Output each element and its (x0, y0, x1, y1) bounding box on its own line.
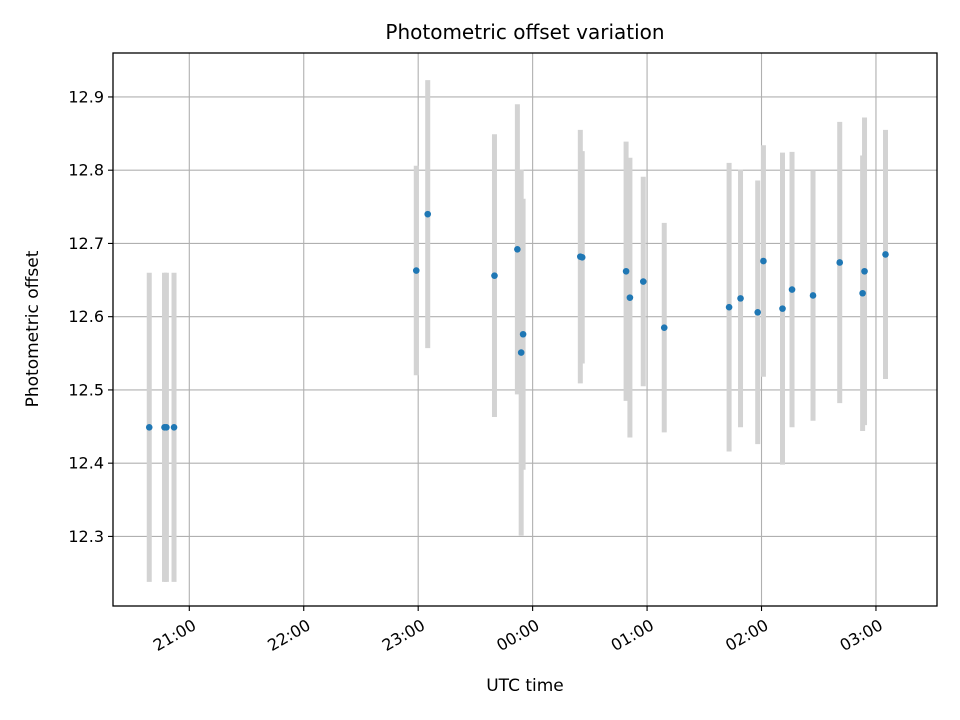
data-point (578, 254, 586, 261)
y-tick-label: 12.5 (68, 380, 104, 399)
data-point (517, 349, 525, 356)
data-point (788, 286, 796, 293)
y-tick-label: 12.7 (68, 234, 104, 253)
data-point (737, 295, 744, 302)
data-point (836, 259, 844, 266)
points (145, 210, 889, 431)
data-point (639, 278, 647, 285)
data-point (725, 303, 733, 311)
data-point (412, 267, 420, 274)
y-tick-label: 12.8 (68, 161, 104, 180)
data-point (882, 251, 889, 258)
y-tick-label: 12.3 (68, 527, 104, 546)
data-point (514, 245, 521, 253)
data-point (859, 289, 866, 297)
y-tick-label: 12.9 (68, 87, 104, 106)
data-point (754, 308, 762, 316)
y-tick-label: 12.6 (68, 307, 104, 326)
y-axis-title: Photometric offset (23, 250, 43, 407)
data-point (626, 294, 634, 301)
data-point (622, 267, 630, 275)
data-point (424, 210, 432, 218)
y-tick-label: 12.4 (68, 454, 104, 473)
data-point (170, 423, 178, 431)
data-point (519, 330, 527, 338)
data-point (779, 305, 786, 312)
data-point (491, 272, 498, 279)
data-point (163, 423, 170, 431)
data-point (145, 423, 153, 431)
data-point (809, 292, 817, 299)
y-axis: 12.3 12.4 12.5 12.6 12.7 12.8 12.9 (68, 87, 113, 546)
plot-frame (112, 52, 938, 607)
data-point (760, 257, 767, 265)
data-point (660, 324, 668, 331)
x-axis-title: UTC time (486, 676, 564, 696)
data-point (861, 267, 868, 275)
chart-title: Photometric offset variation (385, 20, 664, 44)
